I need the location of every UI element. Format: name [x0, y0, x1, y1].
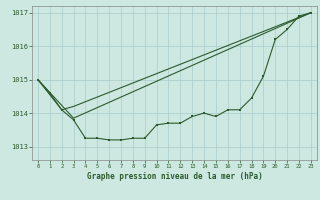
X-axis label: Graphe pression niveau de la mer (hPa): Graphe pression niveau de la mer (hPa): [86, 172, 262, 181]
